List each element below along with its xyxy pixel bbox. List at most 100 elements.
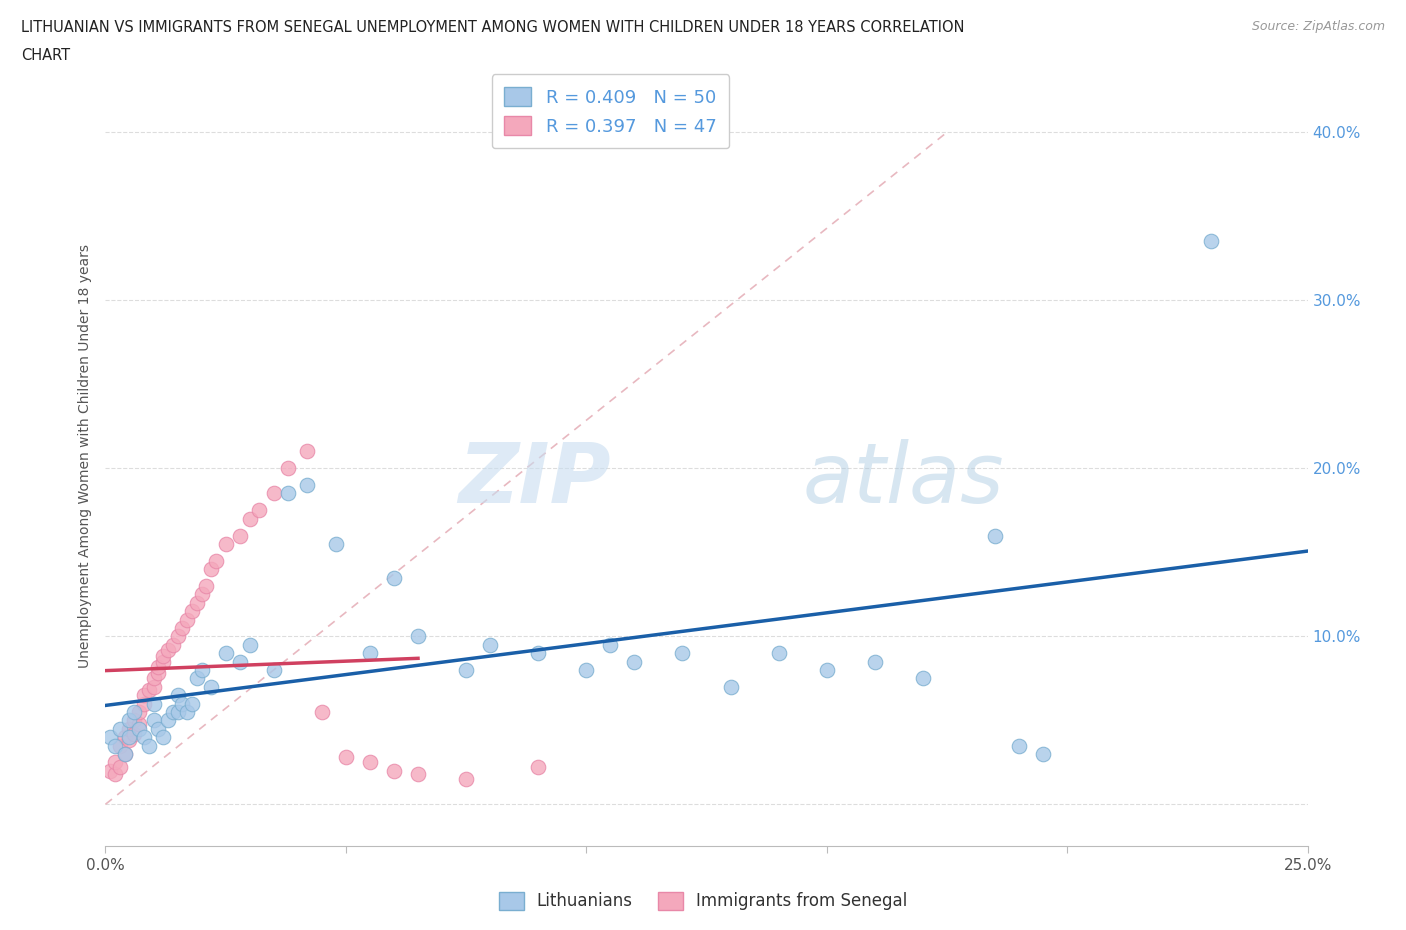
Point: [359, 755, 381, 770]
Text: CHART: CHART: [21, 48, 70, 63]
Point: [768, 645, 790, 660]
Point: [205, 553, 228, 568]
Point: [156, 643, 179, 658]
Point: [138, 738, 160, 753]
Point: [104, 755, 127, 770]
Point: [214, 537, 236, 551]
Point: [118, 713, 141, 728]
Point: [132, 730, 155, 745]
Point: [138, 683, 160, 698]
Point: [162, 704, 184, 719]
Point: [623, 654, 645, 669]
Text: ZIP: ZIP: [458, 439, 610, 520]
Point: [118, 722, 141, 737]
Point: [186, 671, 208, 685]
Point: [118, 730, 141, 745]
Point: [181, 696, 204, 711]
Point: [142, 713, 165, 728]
Point: [104, 738, 127, 753]
Text: Source: ZipAtlas.com: Source: ZipAtlas.com: [1251, 20, 1385, 33]
Point: [382, 570, 405, 585]
Point: [128, 704, 150, 719]
Point: [142, 679, 165, 694]
Point: [200, 679, 222, 694]
Point: [599, 637, 621, 652]
Point: [406, 629, 429, 644]
Point: [176, 612, 198, 627]
Point: [98, 764, 121, 778]
Point: [263, 486, 285, 501]
Point: [297, 444, 319, 458]
Point: [166, 629, 188, 644]
Point: [124, 726, 146, 741]
Legend: Lithuanians, Immigrants from Senegal: Lithuanians, Immigrants from Senegal: [492, 885, 914, 917]
Point: [297, 478, 319, 493]
Point: [195, 578, 218, 593]
Point: [108, 738, 131, 753]
Point: [118, 733, 141, 748]
Text: LITHUANIAN VS IMMIGRANTS FROM SENEGAL UNEMPLOYMENT AMONG WOMEN WITH CHILDREN UND: LITHUANIAN VS IMMIGRANTS FROM SENEGAL UN…: [21, 20, 965, 35]
Point: [527, 760, 550, 775]
Point: [114, 730, 136, 745]
Point: [214, 645, 236, 660]
Point: [1032, 747, 1054, 762]
Text: atlas: atlas: [803, 439, 1004, 520]
Point: [1201, 234, 1223, 249]
Point: [263, 662, 285, 677]
Point: [247, 503, 270, 518]
Point: [148, 722, 170, 737]
Point: [1008, 738, 1031, 753]
Point: [181, 604, 204, 618]
Point: [382, 764, 405, 778]
Point: [863, 654, 886, 669]
Point: [190, 662, 212, 677]
Point: [277, 486, 299, 501]
Point: [984, 528, 1007, 543]
Point: [575, 662, 598, 677]
Point: [239, 512, 262, 526]
Y-axis label: Unemployment Among Women with Children Under 18 years: Unemployment Among Women with Children U…: [79, 244, 93, 668]
Point: [108, 722, 131, 737]
Point: [277, 461, 299, 476]
Point: [479, 637, 502, 652]
Point: [186, 595, 208, 610]
Point: [172, 620, 194, 635]
Point: [162, 637, 184, 652]
Point: [148, 666, 170, 681]
Point: [527, 645, 550, 660]
Point: [359, 645, 381, 660]
Point: [152, 730, 174, 745]
Point: [124, 704, 146, 719]
Point: [815, 662, 838, 677]
Point: [200, 562, 222, 577]
Point: [311, 704, 333, 719]
Point: [132, 687, 155, 702]
Point: [911, 671, 934, 685]
Point: [454, 662, 477, 677]
Point: [325, 537, 347, 551]
Point: [142, 671, 165, 685]
Point: [128, 716, 150, 731]
Point: [152, 654, 174, 669]
Point: [104, 766, 127, 781]
Point: [176, 704, 198, 719]
Point: [454, 772, 477, 787]
Legend: R = 0.409   N = 50, R = 0.397   N = 47: R = 0.409 N = 50, R = 0.397 N = 47: [492, 74, 730, 148]
Point: [98, 730, 121, 745]
Point: [108, 760, 131, 775]
Point: [148, 659, 170, 674]
Point: [152, 649, 174, 664]
Point: [142, 696, 165, 711]
Point: [239, 637, 262, 652]
Point: [114, 747, 136, 762]
Point: [671, 645, 693, 660]
Point: [124, 713, 146, 728]
Point: [166, 704, 188, 719]
Point: [229, 654, 252, 669]
Point: [335, 750, 357, 764]
Point: [190, 587, 212, 602]
Point: [114, 747, 136, 762]
Point: [128, 722, 150, 737]
Point: [406, 766, 429, 781]
Point: [172, 696, 194, 711]
